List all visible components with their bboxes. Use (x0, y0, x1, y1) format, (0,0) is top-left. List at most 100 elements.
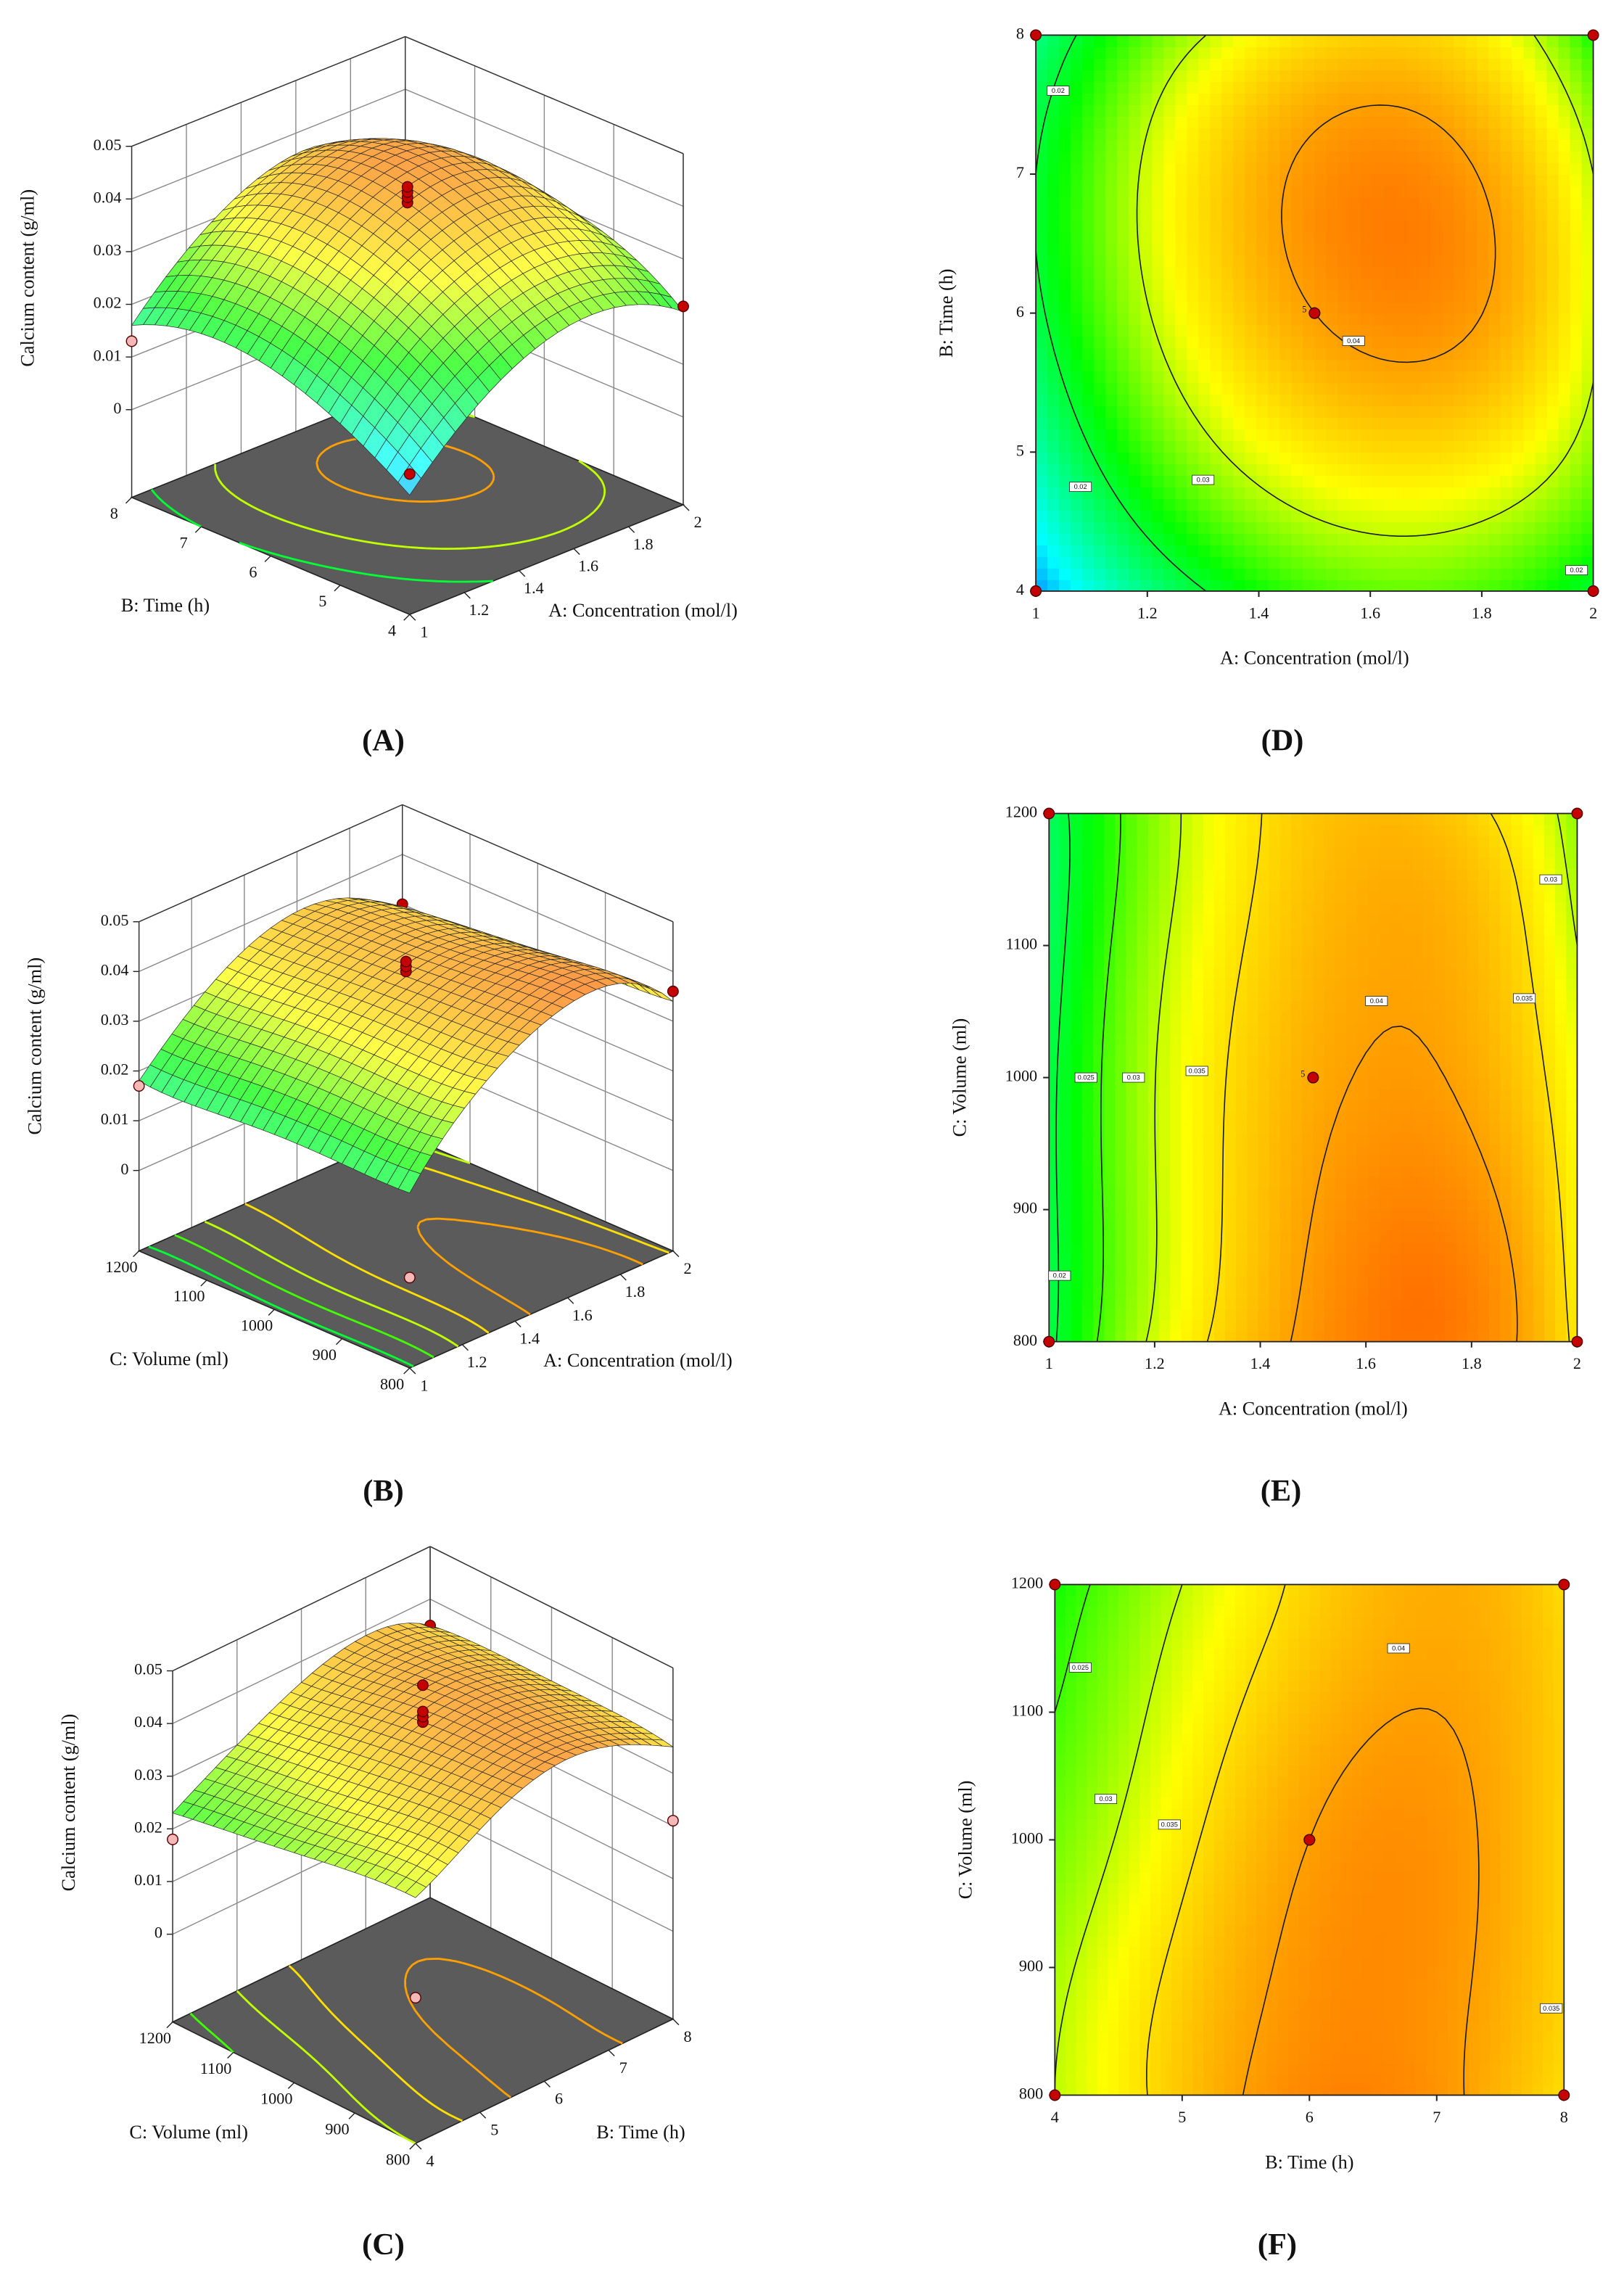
x-tick-label: 1.6 (572, 1306, 593, 1324)
contour-cell (1117, 359, 1130, 372)
contour-cell (1401, 1243, 1413, 1255)
contour-cell (1036, 452, 1048, 465)
contour-cell (1170, 1220, 1182, 1232)
y-axis-label: C: Volume (ml) (129, 2122, 248, 2143)
contour-cell (1546, 266, 1559, 279)
contour-cell (1465, 394, 1478, 407)
contour-cell (1384, 440, 1397, 453)
contour-cell (1558, 429, 1571, 442)
contour-cell (1291, 579, 1304, 592)
contour-cell (1546, 278, 1559, 291)
contour-cell (1407, 220, 1420, 233)
contour-cell (1384, 336, 1397, 349)
contour-cell (1170, 1297, 1182, 1309)
x-tick-label: 2 (684, 1259, 692, 1277)
y-tick (409, 2143, 416, 2150)
contour-cell (1279, 81, 1293, 94)
contour-cell (1533, 1319, 1545, 1332)
contour-cell (1082, 371, 1095, 384)
contour-cell (1535, 463, 1548, 477)
contour-cell (1158, 1253, 1171, 1266)
x-axis-label: A: Concentration (mol/l) (1220, 648, 1409, 669)
contour-cell (1303, 139, 1316, 152)
contour-cell (1158, 1209, 1171, 1221)
contour-cell (1345, 1231, 1358, 1243)
contour-cell (1326, 336, 1339, 349)
grid-line (139, 854, 403, 972)
contour-cell (1361, 231, 1374, 244)
contour-cell (1467, 1231, 1479, 1243)
contour-cell (1152, 405, 1165, 419)
contour-cell (1170, 1243, 1182, 1255)
contour-cell (1071, 522, 1083, 534)
contour-cell (1349, 510, 1362, 522)
contour-cell (1488, 487, 1501, 499)
contour-cell (1326, 255, 1339, 268)
contour-cell (1500, 70, 1513, 83)
contour-cell (1533, 1220, 1545, 1232)
contour-cell (1372, 522, 1385, 534)
contour-cell (1465, 46, 1478, 59)
contour-cell (1401, 1286, 1413, 1298)
contour-cell (1500, 545, 1513, 557)
contour-cell (1349, 208, 1362, 221)
contour-cell (1213, 1231, 1226, 1243)
contour-cell (1500, 1198, 1512, 1211)
contour-cell (1117, 475, 1130, 487)
contour-cell (1477, 104, 1490, 117)
contour-cell (1335, 1220, 1347, 1232)
contour-cell (1477, 208, 1490, 221)
contour-cell (1105, 347, 1118, 360)
contour-cell (1477, 1198, 1490, 1211)
contour-cell (1500, 359, 1513, 372)
contour-cell (1558, 220, 1571, 233)
contour-cell (1512, 475, 1525, 487)
contour-cell (1558, 139, 1571, 152)
contour-cell (1047, 429, 1060, 442)
contour-cell (1036, 301, 1048, 314)
contour-cell (1081, 1319, 1094, 1332)
contour-cell (1555, 1243, 1567, 1255)
y-tick-label: 800 (380, 1375, 404, 1393)
contour-cell (1198, 371, 1211, 384)
design-point (403, 1272, 416, 1284)
contour-cell (1535, 567, 1548, 580)
contour-cell (1140, 475, 1153, 487)
contour-cell (1279, 382, 1293, 395)
contour-cell (1152, 128, 1165, 140)
contour-cell (1337, 93, 1351, 106)
contour-cell (1163, 104, 1176, 117)
contour-cell (1546, 429, 1559, 442)
contour-cell (1465, 359, 1478, 372)
contour-cell (1349, 463, 1362, 477)
contour-cell (1221, 255, 1235, 268)
contour-cell (1423, 1264, 1435, 1277)
contour-cell (1477, 452, 1490, 465)
contour-cell (1465, 255, 1478, 268)
contour-cell (1081, 1309, 1094, 1321)
contour-cell (1105, 58, 1118, 71)
contour-cell (1546, 371, 1559, 384)
contour-cell (1434, 1231, 1446, 1243)
x-axis-label: A: Concentration (mol/l) (543, 1350, 733, 1371)
contour-cell (1036, 510, 1048, 522)
contour-cell (1477, 1330, 1490, 1343)
contour-cell (1411, 1253, 1424, 1266)
x-tick (409, 614, 416, 621)
contour-cell (1349, 128, 1362, 140)
contour-cell (1221, 81, 1235, 94)
contour-cell (1361, 475, 1374, 487)
contour-cell (1268, 498, 1281, 511)
contour-cell (1210, 128, 1223, 140)
contour-cell (1221, 174, 1235, 186)
contour-cell (1419, 371, 1432, 384)
contour-cell (1488, 498, 1501, 511)
contour-cell (1158, 1231, 1171, 1243)
contour-cell (1396, 231, 1409, 244)
contour-cell (1349, 186, 1362, 198)
contour-cell (1147, 1187, 1160, 1200)
contour-cell (1337, 475, 1351, 487)
z-axis-label: Calcium content (g/ml) (24, 957, 45, 1135)
contour-cell (1047, 336, 1060, 349)
contour-cell (1396, 278, 1409, 291)
